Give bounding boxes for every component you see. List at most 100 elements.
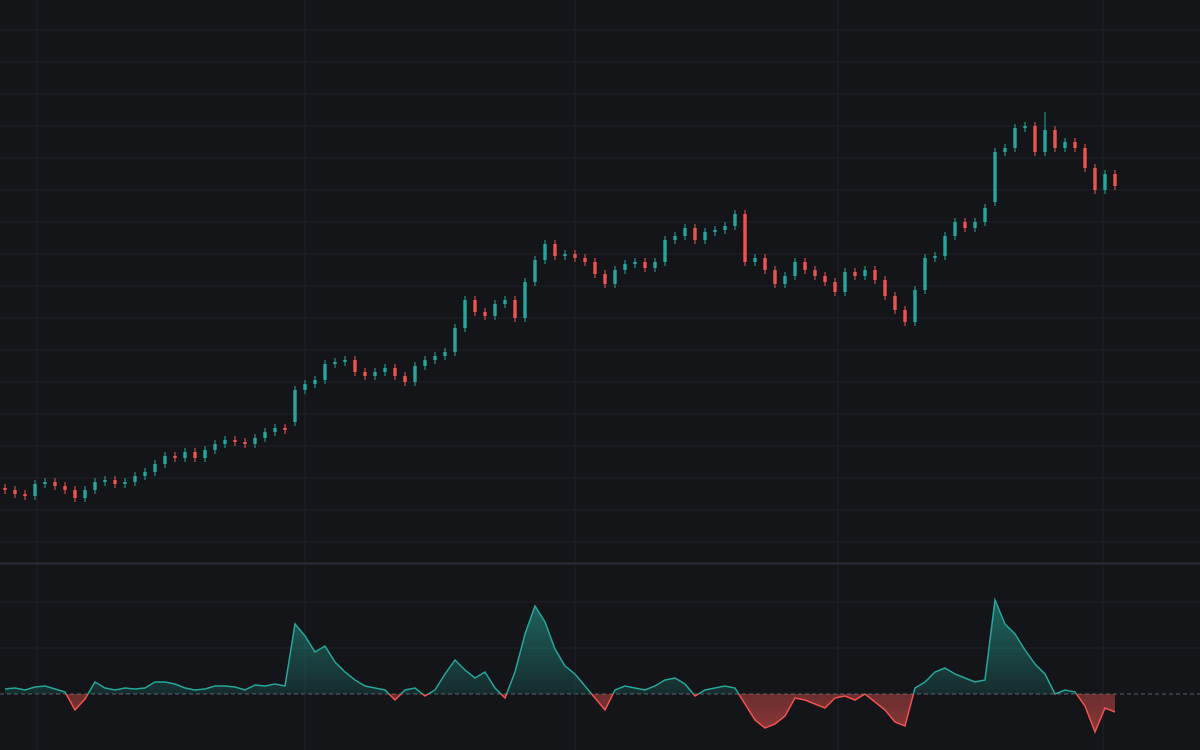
candle-body [243,442,247,444]
candle-body [53,482,57,486]
candle-body [33,484,37,496]
candle-body [333,362,337,364]
candle-body [993,152,997,202]
candle-body [303,384,307,390]
candle-body [1113,174,1117,186]
candle-body [913,290,917,322]
candle-body [103,480,107,482]
candle-body [123,482,127,484]
candle-body [203,450,207,458]
candle-body [493,304,497,316]
candle-body [1063,142,1067,148]
candle-body [1033,126,1037,152]
candle-body [503,300,507,304]
candle-body [383,368,387,372]
candle-body [73,490,77,498]
candle-body [473,300,477,312]
candle-body [653,262,657,268]
candle-body [953,222,957,236]
candle-body [163,456,167,464]
candle-body [713,230,717,232]
candle-body [643,262,647,268]
candle-body [1103,174,1107,190]
candle-body [973,222,977,228]
candle-body [3,488,7,490]
candle-body [13,490,17,494]
candle-body [23,494,27,496]
candle-body [603,274,607,284]
candle-body [183,452,187,458]
candle-body [773,270,777,284]
candle-body [63,486,67,490]
candle-body [853,272,857,276]
candle-body [353,360,357,372]
candle-body [403,376,407,382]
candle-body [423,360,427,366]
candle-body [633,262,637,264]
candle-body [683,228,687,236]
candle-body [223,440,227,444]
candle-body [1043,130,1047,152]
candle-body [1073,142,1077,148]
candle-body [1003,148,1007,152]
candle-body [803,262,807,270]
candle-body [553,244,557,256]
candle-body [213,444,217,450]
candle-body [483,312,487,316]
candle-body [543,244,547,260]
candle-body [813,270,817,276]
candle-body [933,256,937,258]
candle-body [153,464,157,472]
candle-body [703,232,707,240]
candle-body [1013,128,1017,148]
candle-body [43,482,47,484]
candle-body [693,228,697,240]
area-negative [5,694,1115,732]
candle-body [833,282,837,292]
candle-body [93,482,97,490]
candle-body [513,300,517,318]
candle-body [1053,130,1057,148]
line-positive [4,597,1078,694]
candle-body [903,310,907,322]
candle-body [373,372,377,376]
candle-body [173,456,177,458]
candle-body [443,352,447,356]
candle-body [563,254,567,256]
candle-body [793,262,797,276]
candle-body [753,258,757,262]
candle-body [233,440,237,442]
candle-body [413,366,417,382]
candle-body [453,328,457,352]
candle-body [433,356,437,360]
candle-body [583,258,587,262]
candle-body [463,300,467,328]
candle-body [733,214,737,226]
candle-body [1083,148,1087,168]
candle-body [1023,126,1027,128]
candle-body [313,380,317,384]
candle-body [293,390,297,422]
candle-body [763,258,767,270]
candle-body [393,368,397,376]
candle-body [133,476,137,482]
candle-body [573,254,577,258]
candle-body [673,236,677,240]
candle-body [1093,168,1097,190]
area-positive [5,600,1115,694]
candle-body [983,208,987,222]
candle-body [253,438,257,444]
candle-body [323,364,327,380]
candle-body [593,262,597,274]
candle-body [283,428,287,430]
candle-body [943,236,947,256]
candle-body [263,432,267,438]
candle-body [923,258,927,290]
candle-body [533,260,537,282]
candle-body [193,452,197,458]
candle-body [623,264,627,270]
candle-body [783,276,787,284]
candle-body [963,222,967,228]
